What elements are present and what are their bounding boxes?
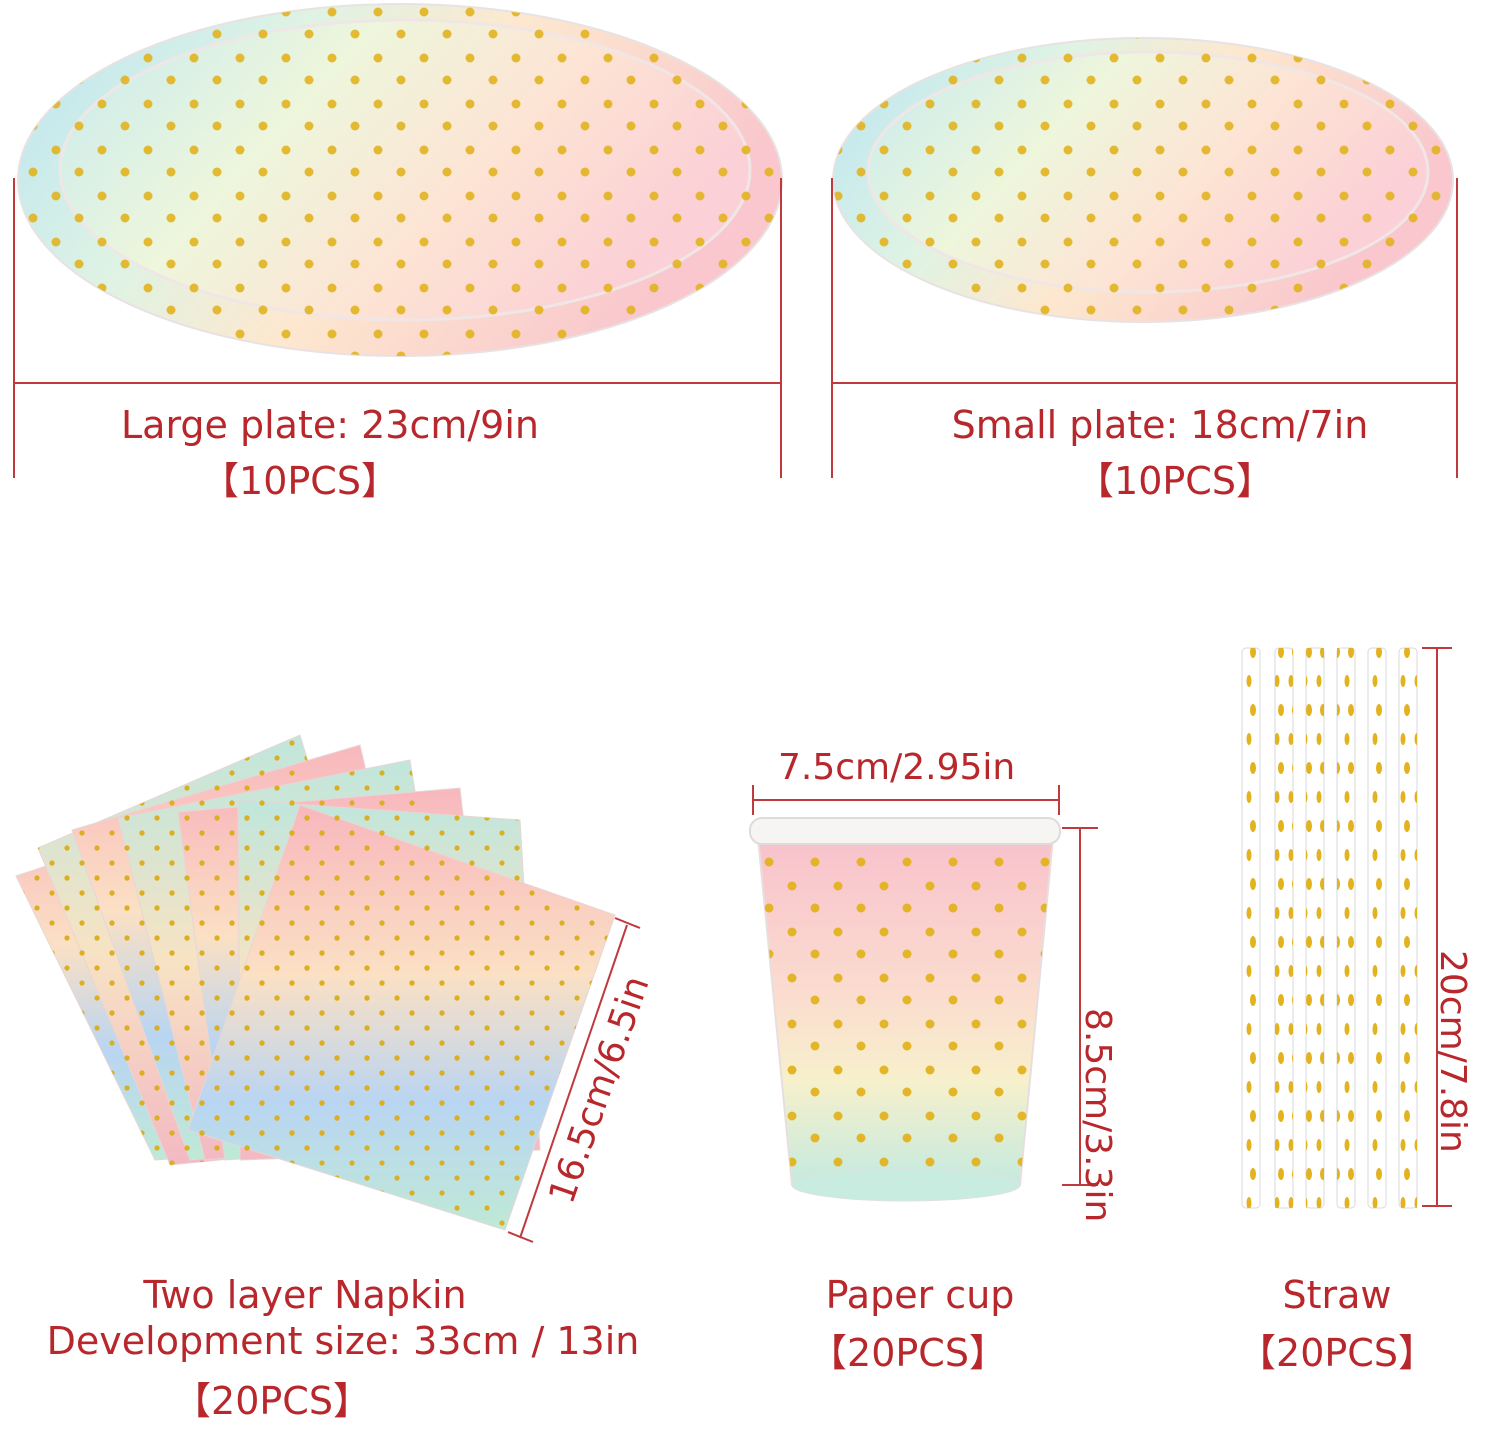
napkin-count-label: 【20PCS】 [173,1379,371,1423]
small-plate-dimension-line [831,178,1458,478]
cup-height-label: 8.5cm/3.3in [1077,1008,1118,1223]
napkin-dimension-line [507,917,641,1243]
cup-name-label: Paper cup [825,1273,1015,1317]
straw-length-dimension-line [1422,647,1452,1207]
small-plate-image [832,37,1454,323]
cup-height-dimension-line [1062,827,1098,1186]
large-plate-count-label: 【10PCS】 [201,459,399,503]
straws-image [1241,647,1418,1209]
large-plate-size-label: Large plate: 23cm/9in [121,403,539,447]
large-plate-dimension-line [13,178,782,478]
small-plate-size-label: Small plate: 18cm/7in [951,403,1369,447]
napkin-name-label: Two layer Napkin [143,1273,467,1317]
paper-cup-image [749,817,1061,1202]
cup-width-dimension-line [752,785,1060,815]
straw-length-label: 20cm/7.8in [1432,950,1473,1153]
napkin-stack-image [15,734,616,1231]
cup-count-label: 【20PCS】 [809,1331,1007,1375]
cup-width-label: 7.5cm/2.95in [778,747,1016,788]
small-plate-count-label: 【10PCS】 [1076,459,1274,503]
straw-count-label: 【20PCS】 [1238,1331,1436,1375]
straw-name-label: Straw [1282,1273,1392,1317]
napkin-development-label: Development size: 33cm / 13in [46,1319,640,1363]
large-plate-image [17,3,783,357]
